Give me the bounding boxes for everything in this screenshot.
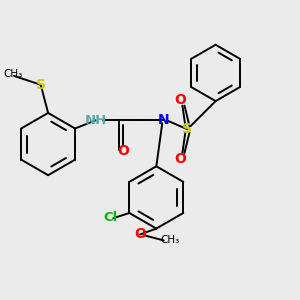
Text: S: S <box>36 78 46 92</box>
Text: O: O <box>117 145 129 158</box>
Text: O: O <box>174 152 186 166</box>
Text: Cl: Cl <box>103 211 118 224</box>
Text: CH₃: CH₃ <box>160 236 179 245</box>
Text: S: S <box>182 122 192 136</box>
Text: CH₃: CH₃ <box>3 69 22 80</box>
Text: O: O <box>174 93 186 106</box>
Text: NH: NH <box>84 114 107 127</box>
Text: O: O <box>134 227 146 242</box>
Text: N: N <box>158 113 170 128</box>
